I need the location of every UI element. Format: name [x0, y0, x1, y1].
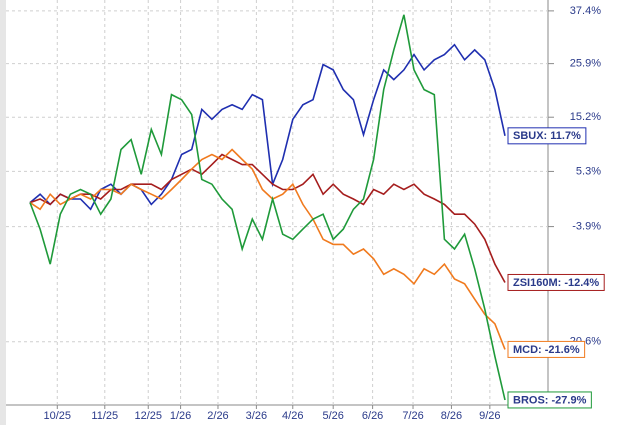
end-label-text: MCD: -21.6% [513, 344, 580, 356]
y-tick-label: 25.9% [570, 58, 601, 70]
x-tick-label: 12/25 [134, 410, 162, 422]
x-tick-label: 2/26 [207, 410, 228, 422]
x-tick-label: 8/26 [441, 410, 462, 422]
x-tick-label: 9/26 [479, 410, 500, 422]
end-label: BROS: -27.9% [507, 391, 592, 409]
end-label-text: SBUX: 11.7% [513, 130, 581, 142]
y-tick-label: -3.9% [572, 220, 601, 232]
series-line [29, 43, 506, 211]
x-tick-label: 3/26 [246, 410, 267, 422]
y-tick-label: 15.2% [570, 111, 601, 123]
series-line [29, 14, 506, 401]
x-tick-label: 11/25 [91, 410, 118, 422]
series-line [29, 153, 506, 283]
x-tick-label: 5/26 [322, 410, 343, 422]
end-label-text: BROS: -27.9% [513, 394, 587, 406]
end-label-box [507, 340, 586, 358]
end-label: SBUX: 11.7% [507, 127, 587, 145]
x-tick-label: 1/26 [170, 410, 191, 422]
left-shade [0, 0, 6, 425]
end-label-box [507, 127, 587, 145]
x-tick-label: 6/26 [362, 410, 383, 422]
x-tick-label: 4/26 [282, 410, 303, 422]
y-tick-label: 37.4% [570, 5, 601, 17]
end-label-text: ZSI160M: -12.4% [513, 277, 599, 289]
end-label-box [507, 273, 605, 291]
x-tick-label: 7/26 [402, 410, 423, 422]
end-label: ZSI160M: -12.4% [507, 273, 605, 291]
y-tick-label: 5.3% [576, 165, 601, 177]
end-label-box [507, 391, 592, 409]
x-tick-label: 10/25 [44, 410, 72, 422]
series-line [29, 148, 506, 350]
end-label: MCD: -21.6% [507, 340, 586, 358]
